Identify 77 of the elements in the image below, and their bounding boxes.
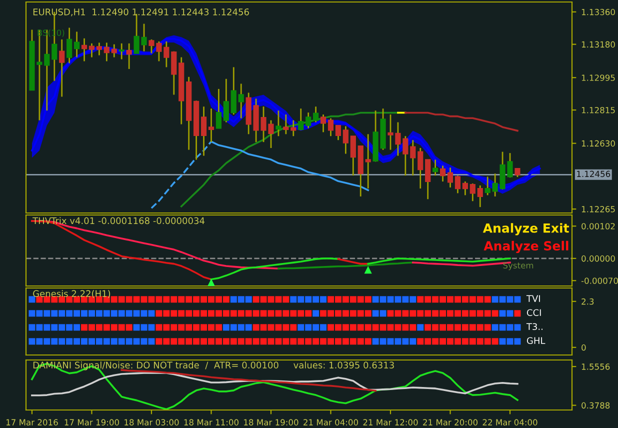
y-tick-label: 1.12265 (582, 206, 615, 212)
y-tick-label: 1.13360 (582, 8, 615, 16)
candlestick (81, 38, 88, 62)
candlestick (230, 66, 236, 116)
candlestick (328, 118, 334, 137)
candlestick (484, 176, 490, 196)
annotation: Analyze Sell (484, 240, 568, 254)
x-tick-label: 17 Mar 2016 (6, 419, 58, 426)
x-tick-label: 18 Mar 19:00 (244, 419, 298, 426)
candlestick (462, 180, 468, 196)
y-tick-label: 0 (582, 344, 586, 351)
candlestick (432, 159, 438, 176)
candlestick (66, 27, 72, 64)
x-tick-label: 22 Mar 04:00 (482, 419, 538, 426)
line-series (120, 369, 376, 392)
x-tick-label: 18 Mar 11:00 (184, 419, 239, 426)
series-label: GHL (526, 337, 546, 344)
x-tick-label: 21 Mar 04:00 (304, 419, 358, 426)
x-tick-label: 18 Mar 03:00 (124, 419, 179, 426)
candlestick (126, 42, 132, 70)
line-series (31, 372, 518, 396)
x-tick-label: 17 Mar 19:00 (64, 419, 119, 426)
candlestick (320, 114, 326, 133)
candlestick (454, 174, 461, 194)
line-series (404, 112, 518, 132)
line-series (180, 112, 399, 208)
y-tick-label: 0.3788 (582, 402, 610, 409)
candlestick (118, 42, 124, 60)
series-label: TVI (526, 295, 540, 302)
y-tick-label: 1.12995 (582, 74, 615, 81)
candlestick (410, 139, 416, 176)
candlestick (164, 40, 170, 68)
text: EURUSD,H1 1.12490 1.12491 1.12443 1.12456 (33, 8, 249, 16)
y-tick-label: 1.12815 (582, 107, 615, 114)
candlestick (111, 44, 117, 58)
candlestick (216, 88, 222, 129)
y-tick-label: 1.13180 (582, 41, 615, 48)
candlestick (477, 184, 483, 208)
candlestick (171, 50, 177, 96)
candlestick (59, 38, 65, 98)
candlestick (306, 112, 312, 129)
annotation: System (503, 262, 534, 270)
candlestick (283, 114, 289, 135)
candlestick (425, 159, 431, 200)
series-label: T3.. (526, 323, 542, 330)
ref-line-label: 1.12456 (577, 170, 610, 178)
candlestick (200, 106, 207, 156)
series-label: CCI (526, 309, 541, 316)
candlestick (88, 42, 95, 58)
candlestick (238, 83, 244, 119)
candlestick (365, 133, 371, 190)
candlestick (74, 31, 80, 58)
candlestick (313, 106, 319, 123)
line-series (31, 362, 518, 410)
candlestick (104, 42, 110, 62)
candlestick (418, 147, 424, 190)
candlestick (208, 108, 214, 143)
candlestick (298, 108, 304, 131)
candlestick (223, 78, 229, 123)
y-tick-label: 0.00102 (582, 223, 615, 230)
y-tick-label: 0.00000 (582, 255, 615, 262)
annotation: Analyze Exit (482, 223, 569, 236)
y-tick-label: -0.00070 (581, 278, 618, 284)
candlestick (470, 182, 476, 202)
candlestick (96, 42, 102, 56)
y-tick-label: 1.5556 (582, 364, 610, 370)
x-tick-label: 21 Mar 12:00 (363, 419, 418, 426)
candlestick (440, 164, 446, 182)
candlestick (447, 166, 454, 188)
candlestick (290, 120, 296, 137)
candlestick (276, 110, 282, 137)
candlestick (335, 124, 342, 141)
candlestick (342, 126, 348, 154)
y-tick-label: 2.3 (582, 298, 594, 305)
x-tick-label: 21 Mar 20:00 (423, 419, 478, 426)
y-tick-label: 1.12630 (582, 140, 615, 147)
candlestick (350, 135, 356, 176)
